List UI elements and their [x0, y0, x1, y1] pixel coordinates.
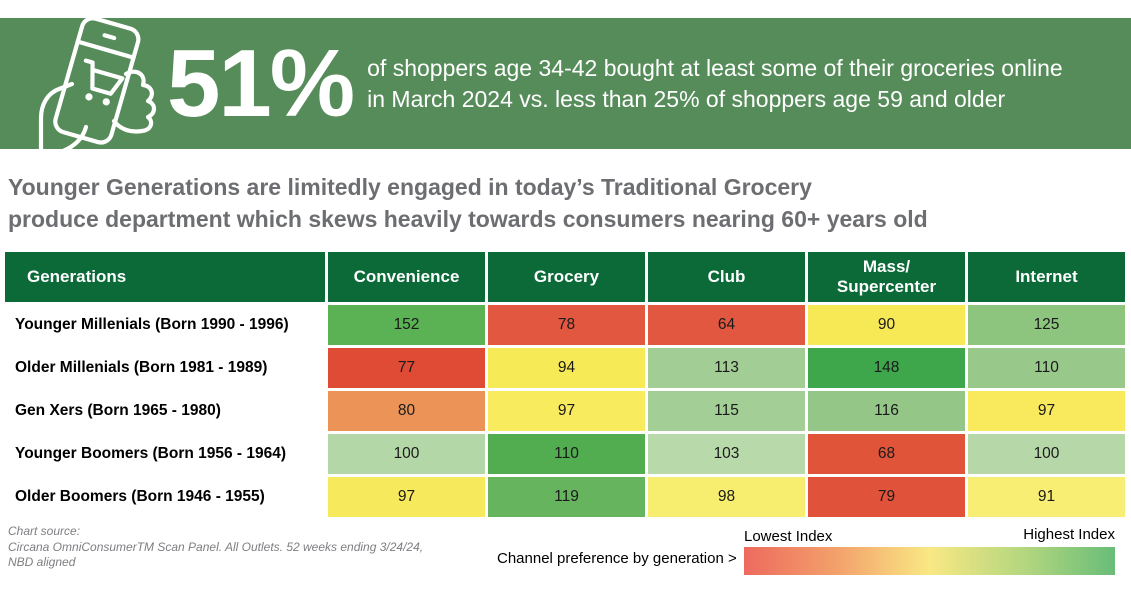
heatmap-cell: 116 [808, 391, 965, 431]
column-header-club: Club [648, 252, 805, 302]
column-header-convenience: Convenience [328, 252, 485, 302]
heatmap-table: Generations Convenience Grocery Club Mas… [5, 252, 1125, 517]
heatmap-cell: 152 [328, 305, 485, 345]
column-header-label: Mass/ [862, 256, 911, 276]
stat-description: of shoppers age 34-42 bought at least so… [367, 53, 1063, 114]
row-label-older-boomers: Older Boomers (Born 1946 - 1955) [5, 477, 325, 517]
heatmap-cell: 97 [488, 391, 645, 431]
heatmap-cell: 115 [648, 391, 805, 431]
chart-source-line2: Circana OmniConsumerTM Scan Panel. All O… [8, 539, 424, 554]
heatmap-cell: 103 [648, 434, 805, 474]
heatmap-cell: 91 [968, 477, 1125, 517]
stat-value: 51% [167, 29, 355, 137]
column-header-label-line2: Supercenter [836, 277, 937, 296]
column-header-label: Internet [1015, 266, 1078, 286]
hand-phone-shopping-cart-icon [28, 18, 163, 149]
heatmap-cell: 80 [328, 391, 485, 431]
legend-caption: Channel preference by generation > [497, 550, 737, 567]
row-label-younger-boomers: Younger Boomers (Born 1956 - 1964) [5, 434, 325, 474]
heatmap-cell: 100 [968, 434, 1125, 474]
heatmap-cell: 110 [488, 434, 645, 474]
heatmap-cell: 97 [328, 477, 485, 517]
heatmap-cell: 78 [488, 305, 645, 345]
heatmap-cell: 90 [808, 305, 965, 345]
column-header-grocery: Grocery [488, 252, 645, 302]
legend-gradient-bar [744, 547, 1115, 575]
column-header-generations: Generations [5, 252, 325, 302]
heatmap-cell: 148 [808, 348, 965, 388]
heatmap-cell: 98 [648, 477, 805, 517]
row-label-gen-xers: Gen Xers (Born 1965 - 1980) [5, 391, 325, 431]
chart-source-line1: Chart source: [8, 524, 81, 538]
heatmap-cell: 110 [968, 348, 1125, 388]
stat-banner: 51% of shoppers age 34-42 bought at leas… [0, 18, 1131, 149]
stat-description-line2: in March 2024 vs. less than 25% of shopp… [367, 85, 1006, 112]
row-label-younger-millenials: Younger Millenials (Born 1990 - 1996) [5, 305, 325, 345]
chart-source-note: Chart source: Circana OmniConsumerTM Sca… [8, 524, 423, 571]
heatmap-cell: 68 [808, 434, 965, 474]
column-header-label: Grocery [533, 266, 600, 286]
legend-highest-label: Highest Index [1023, 526, 1115, 543]
heatmap-cell: 119 [488, 477, 645, 517]
heatmap-cell: 97 [968, 391, 1125, 431]
page-title-line2: produce department which skews heavily t… [8, 205, 928, 232]
heatmap-cell: 125 [968, 305, 1125, 345]
page-title: Younger Generations are limitedly engage… [8, 172, 928, 235]
column-header-mass-supercenter: Mass/ Supercenter [808, 252, 965, 302]
heatmap-cell: 100 [328, 434, 485, 474]
column-header-internet: Internet [968, 252, 1125, 302]
legend-lowest-label: Lowest Index [744, 528, 833, 545]
row-label-older-millenials: Older Millenials (Born 1981 - 1989) [5, 348, 325, 388]
stat-description-line1: of shoppers age 34-42 bought at least so… [367, 55, 1063, 82]
column-header-label: Generations [27, 266, 127, 286]
chart-source-line3: NBD aligned [8, 555, 76, 570]
page-title-line1: Younger Generations are limitedly engage… [8, 174, 812, 200]
heatmap-cell: 79 [808, 477, 965, 517]
heatmap-cell: 64 [648, 305, 805, 345]
column-header-label: Convenience [353, 266, 460, 286]
heatmap-cell: 94 [488, 348, 645, 388]
heatmap-cell: 113 [648, 348, 805, 388]
heatmap-cell: 77 [328, 348, 485, 388]
column-header-label: Club [707, 266, 746, 286]
